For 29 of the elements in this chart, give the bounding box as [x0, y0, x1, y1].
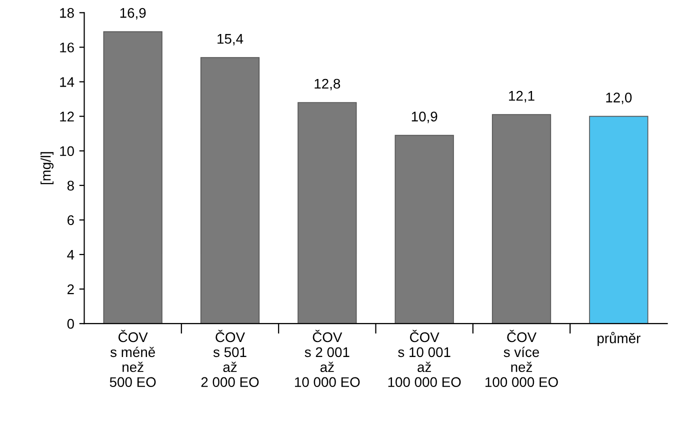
y-tick-label: 0: [67, 318, 74, 329]
data-label: 15,4: [218, 34, 244, 46]
y-tick-label: 12: [60, 112, 74, 122]
data-label: 10,9: [412, 112, 438, 124]
data-label: 12,1: [509, 90, 534, 102]
y-tick-label: 18: [60, 8, 74, 18]
bar: [589, 116, 648, 324]
bar: [103, 31, 162, 324]
bar: [394, 134, 454, 324]
x-tick-label: průměr: [598, 332, 640, 346]
bar: [492, 114, 552, 324]
x-tick-label: ČOV s 2 001 až 10 000 EO: [295, 330, 360, 388]
y-tick-label: 16: [60, 42, 74, 52]
bar: [298, 102, 357, 324]
y-tick-label: 6: [68, 215, 74, 226]
y-tick-label: 2: [68, 284, 74, 294]
x-tick-label: ČOV s 501 až 2 000 EO: [201, 330, 259, 388]
bar: [200, 57, 260, 324]
x-tick-label: ČOV s 10 001 až 100 000 EO: [388, 330, 461, 388]
y-tick-label: 8: [67, 180, 74, 191]
y-axis-title: [mg/l]: [40, 152, 54, 184]
x-tick-label: ČOV s více než 100 000 EO: [486, 330, 558, 388]
y-tick-label: 10: [60, 146, 74, 156]
x-tick-label: ČOV s méně než 500 EO: [110, 330, 156, 388]
data-label: 12,8: [314, 78, 340, 90]
y-tick-label: 4: [67, 250, 74, 260]
y-tick-label: 14: [60, 77, 74, 87]
data-label: 16,9: [120, 8, 146, 20]
data-label: 12,0: [606, 92, 632, 104]
